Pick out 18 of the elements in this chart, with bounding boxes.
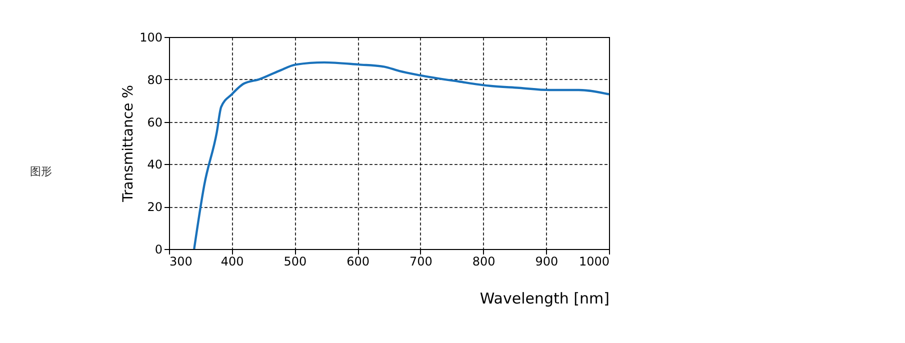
y-tick-label: 40 xyxy=(147,158,162,172)
y-tick-label: 80 xyxy=(147,72,162,87)
y-axis-title: Transmittance % xyxy=(120,84,137,204)
y-tick-label: 60 xyxy=(147,115,162,130)
x-tick-label: 400 xyxy=(220,254,244,268)
y-tick-label: 20 xyxy=(147,200,162,214)
x-tick-label: 300 xyxy=(170,254,192,268)
x-tick-label: 1000 xyxy=(578,254,610,268)
x-tick-label: 700 xyxy=(409,254,432,268)
y-tick-label: 0 xyxy=(154,242,162,256)
x-tick-label: 800 xyxy=(472,254,496,268)
x-axis-title: Wavelength [nm] xyxy=(480,290,610,308)
text: 图形 xyxy=(30,165,52,178)
x-tick-label: 500 xyxy=(284,254,307,268)
x-tick-label: 900 xyxy=(535,254,558,268)
x-tick-label: 600 xyxy=(346,254,370,268)
y-tick-label: 100 xyxy=(140,30,162,44)
line-series xyxy=(193,61,610,250)
